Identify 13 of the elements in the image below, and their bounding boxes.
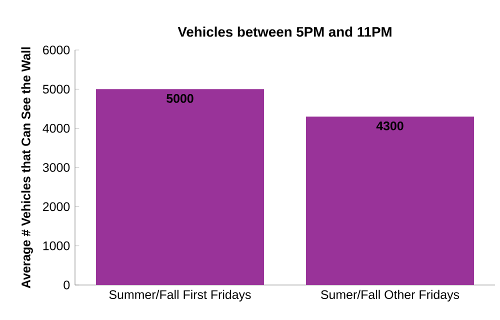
chart-title: Vehicles between 5PM and 11PM (178, 26, 392, 37)
data-label: 4300 (376, 121, 404, 130)
x-tick-label: Summer/Fall First Fridays (109, 290, 251, 302)
y-tick-label: 5000 (42, 84, 70, 94)
y-tick-label: 1000 (43, 241, 70, 250)
y-axis-title: Average # Vehicles that Can See the Wall (21, 47, 33, 288)
y-tick-label: 2000 (43, 202, 70, 212)
data-label: 5000 (166, 94, 194, 103)
x-tick-label: Sumer/Fall Other Fridays (321, 290, 460, 302)
y-tick-label: 3000 (42, 163, 70, 172)
y-tick-label: 4000 (42, 124, 70, 133)
y-tick-label: 0 (64, 280, 70, 290)
y-tick-label: 6000 (43, 46, 70, 54)
